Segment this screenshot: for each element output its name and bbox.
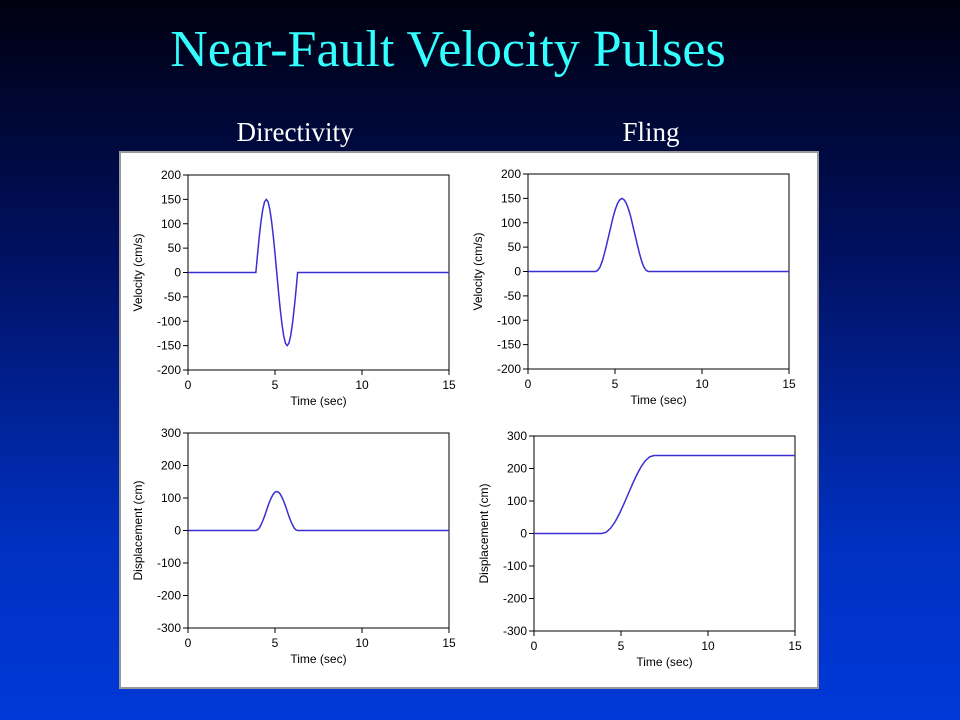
y-tick-label: -200: [157, 589, 181, 603]
y-tick-label: -150: [497, 338, 521, 352]
column-label: Directivity: [237, 117, 354, 147]
y-tick-label: -50: [504, 289, 522, 303]
x-tick-label: 10: [355, 636, 369, 650]
x-tick-label: 0: [531, 639, 538, 653]
x-tick-label: 15: [782, 377, 796, 391]
x-tick-label: 10: [355, 378, 369, 392]
y-tick-label: 150: [501, 191, 521, 205]
y-tick-label: 100: [507, 494, 527, 508]
y-tick-label: -150: [157, 339, 181, 353]
x-tick-label: 15: [788, 639, 802, 653]
x-tick-label: 10: [701, 639, 715, 653]
y-tick-label: 0: [520, 527, 527, 541]
y-tick-label: -300: [503, 624, 527, 638]
y-tick-label: -100: [157, 314, 181, 328]
x-tick-label: 5: [272, 378, 279, 392]
x-tick-label: 15: [442, 378, 456, 392]
y-axis-label: Velocity (cm/s): [131, 233, 145, 311]
x-tick-label: 0: [185, 378, 192, 392]
x-tick-label: 5: [618, 639, 625, 653]
x-tick-label: 5: [612, 377, 619, 391]
y-tick-label: 200: [501, 167, 521, 181]
y-tick-label: 0: [174, 266, 181, 280]
data-line: [528, 197, 789, 273]
y-tick-label: 100: [161, 491, 181, 505]
y-tick-label: 0: [514, 265, 521, 279]
data-line: [188, 490, 449, 532]
x-axis-label: Time (sec): [630, 393, 686, 407]
y-tick-label: 200: [161, 168, 181, 182]
y-tick-label: 100: [161, 217, 181, 231]
y-tick-label: -50: [164, 290, 182, 304]
x-tick-label: 15: [442, 636, 456, 650]
figure-panel: [119, 151, 819, 689]
y-tick-label: 0: [174, 524, 181, 538]
y-tick-label: 200: [161, 459, 181, 473]
y-axis-label: Displacement (cm): [131, 480, 145, 580]
data-line: [534, 454, 795, 535]
x-tick-label: 0: [525, 377, 532, 391]
y-tick-label: 150: [161, 192, 181, 206]
y-tick-label: -100: [503, 559, 527, 573]
x-tick-label: 5: [272, 636, 279, 650]
y-tick-label: -100: [157, 556, 181, 570]
data-line: [188, 198, 449, 347]
y-tick-label: 50: [508, 240, 522, 254]
y-tick-label: 300: [507, 429, 527, 443]
y-tick-label: 100: [501, 216, 521, 230]
y-tick-label: -100: [497, 313, 521, 327]
x-tick-label: 10: [695, 377, 709, 391]
y-tick-label: -200: [503, 592, 527, 606]
y-tick-label: -200: [497, 362, 521, 376]
x-axis-label: Time (sec): [636, 655, 692, 669]
y-tick-label: -200: [157, 363, 181, 377]
y-axis-label: Velocity (cm/s): [471, 232, 485, 310]
y-axis-label: Displacement (cm): [477, 483, 491, 583]
x-tick-label: 0: [185, 636, 192, 650]
x-axis-label: Time (sec): [290, 394, 346, 408]
y-tick-label: -300: [157, 621, 181, 635]
column-label: Fling: [622, 117, 679, 147]
y-tick-label: 50: [168, 241, 182, 255]
slide-title: Near-Fault Velocity Pulses: [170, 21, 725, 78]
y-tick-label: 300: [161, 426, 181, 440]
y-tick-label: 200: [507, 462, 527, 476]
x-axis-label: Time (sec): [290, 652, 346, 666]
